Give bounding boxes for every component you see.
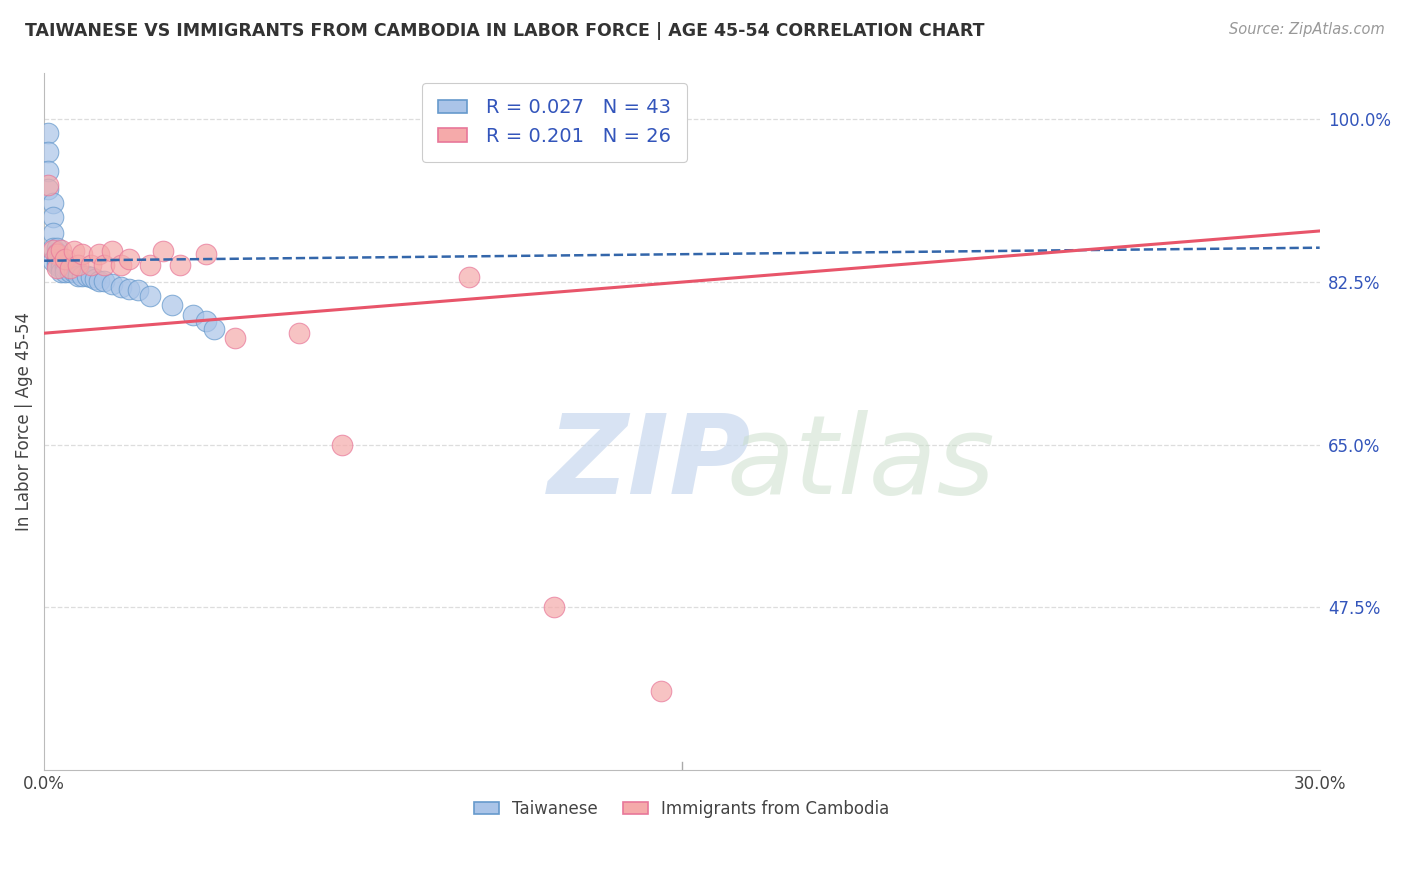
Point — [543, 600, 565, 615]
Point — [127, 284, 149, 298]
Point — [181, 308, 204, 322]
Point — [53, 265, 76, 279]
Point — [110, 279, 132, 293]
Legend: Taiwanese, Immigrants from Cambodia: Taiwanese, Immigrants from Cambodia — [467, 793, 897, 824]
Point — [330, 438, 353, 452]
Point — [194, 247, 217, 261]
Point — [80, 270, 103, 285]
Text: Source: ZipAtlas.com: Source: ZipAtlas.com — [1229, 22, 1385, 37]
Point — [59, 261, 82, 276]
Point — [160, 298, 183, 312]
Point — [49, 243, 72, 257]
Point — [49, 258, 72, 272]
Point — [37, 163, 59, 178]
Point — [49, 265, 72, 279]
Point — [224, 331, 246, 345]
Point — [49, 253, 72, 268]
Y-axis label: In Labor Force | Age 45-54: In Labor Force | Age 45-54 — [15, 312, 32, 531]
Point — [101, 277, 124, 291]
Point — [93, 274, 115, 288]
Point — [37, 127, 59, 141]
Point — [49, 261, 72, 276]
Point — [37, 182, 59, 196]
Point — [41, 210, 63, 224]
Point — [118, 282, 141, 296]
Point — [72, 247, 94, 261]
Point — [41, 243, 63, 257]
Point — [37, 145, 59, 159]
Point — [45, 249, 67, 263]
Point — [53, 258, 76, 272]
Point — [63, 261, 86, 276]
Point — [76, 268, 98, 283]
Point — [41, 196, 63, 211]
Point — [53, 261, 76, 276]
Point — [80, 258, 103, 272]
Point — [53, 252, 76, 266]
Point — [139, 258, 162, 272]
Point — [194, 314, 217, 328]
Point — [45, 246, 67, 260]
Point — [118, 252, 141, 266]
Point — [110, 258, 132, 272]
Point — [84, 272, 107, 286]
Point — [45, 261, 67, 276]
Point — [93, 258, 115, 272]
Text: ZIP: ZIP — [548, 409, 751, 516]
Point — [45, 252, 67, 266]
Point — [67, 268, 90, 283]
Point — [41, 226, 63, 240]
Point — [45, 241, 67, 255]
Point — [41, 253, 63, 268]
Point — [59, 265, 82, 279]
Point — [458, 270, 481, 285]
Point — [202, 321, 225, 335]
Text: atlas: atlas — [727, 409, 995, 516]
Point — [169, 258, 191, 272]
Text: TAIWANESE VS IMMIGRANTS FROM CAMBODIA IN LABOR FORCE | AGE 45-54 CORRELATION CHA: TAIWANESE VS IMMIGRANTS FROM CAMBODIA IN… — [25, 22, 984, 40]
Point — [89, 247, 111, 261]
Point — [139, 289, 162, 303]
Point — [37, 178, 59, 192]
Point — [152, 244, 174, 259]
Point — [67, 265, 90, 279]
Point — [101, 244, 124, 259]
Point — [63, 244, 86, 259]
Point — [59, 261, 82, 276]
Point — [45, 258, 67, 272]
Point — [72, 268, 94, 283]
Point — [89, 274, 111, 288]
Point — [63, 265, 86, 279]
Point — [67, 258, 90, 272]
Point — [288, 326, 311, 341]
Point — [45, 247, 67, 261]
Point — [41, 241, 63, 255]
Point — [650, 684, 672, 698]
Point — [45, 254, 67, 268]
